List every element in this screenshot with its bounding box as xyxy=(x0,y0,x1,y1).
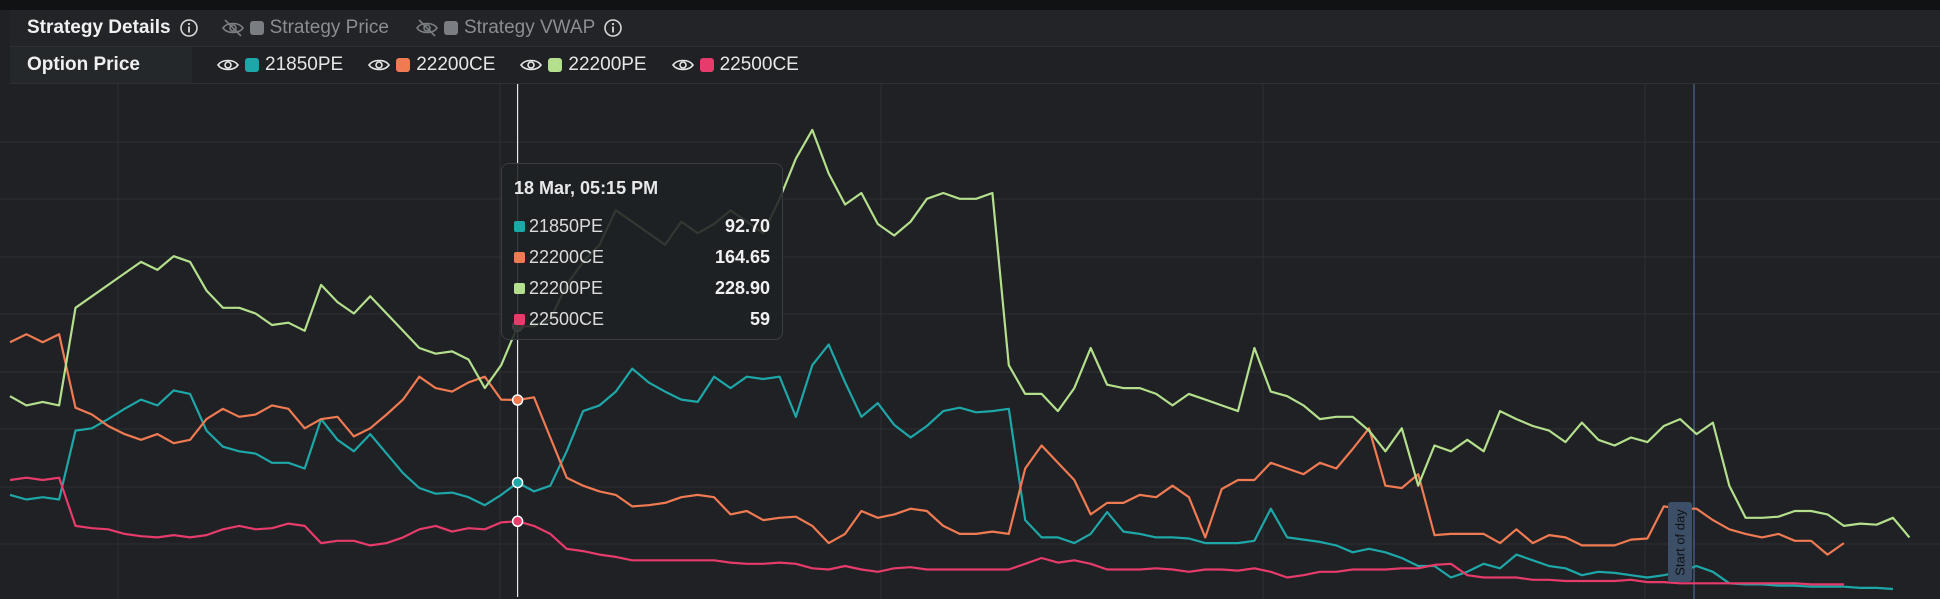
start-of-day-marker: Start of day xyxy=(1668,502,1692,582)
hover-point-22200ce xyxy=(511,394,524,406)
tooltip-series-value: 228.90 xyxy=(714,278,770,298)
tooltip-series-name: 21850PE xyxy=(529,216,604,236)
series-line-22200pe xyxy=(9,128,1911,539)
toggle-strategy-vwap[interactable]: Strategy VWAP xyxy=(415,17,623,39)
start-of-day-label: Start of day xyxy=(1672,508,1688,576)
legend-label: 22200CE xyxy=(416,54,496,75)
strategy-details-header: Strategy Details xyxy=(10,10,207,46)
tooltip-series-value: 59 xyxy=(749,309,770,329)
tooltip-swatch xyxy=(514,283,525,294)
tooltip-row: 22200PE 228.90 xyxy=(514,273,770,304)
tooltip-title: 18 Mar, 05:15 PM xyxy=(514,178,659,198)
tooltip-swatch xyxy=(514,252,525,263)
option-price-chart[interactable] xyxy=(0,84,1940,599)
tooltip-row: 21850PE 92.70 xyxy=(514,211,770,242)
eye-icon[interactable] xyxy=(519,55,543,75)
legend-21850pe[interactable]: 21850PE xyxy=(216,54,343,76)
legend-label: 21850PE xyxy=(265,54,344,75)
info-icon[interactable] xyxy=(603,18,623,38)
tooltip-swatch xyxy=(514,221,525,232)
strategy-price-label: Strategy Price xyxy=(269,17,389,38)
legend-22200ce[interactable]: 22200CE xyxy=(367,54,495,76)
strategy-vwap-label: Strategy VWAP xyxy=(463,17,596,38)
hover-point-21850pe xyxy=(511,476,524,489)
legend-swatch xyxy=(699,58,714,72)
info-icon[interactable] xyxy=(179,18,199,38)
tooltip-series-value: 164.65 xyxy=(714,247,770,267)
option-price-header: Option Price xyxy=(10,47,192,83)
strategy-price-swatch xyxy=(249,21,264,35)
strategy-details-label: Strategy Details xyxy=(27,17,171,38)
top-strip xyxy=(0,0,1940,10)
tooltip-series-name: 22500CE xyxy=(529,309,605,329)
strategy-vwap-swatch xyxy=(443,21,458,35)
tooltip-series-name: 22200PE xyxy=(529,278,604,298)
eye-off-icon[interactable] xyxy=(221,18,245,38)
eye-icon[interactable] xyxy=(671,55,695,75)
series-line-21850pe xyxy=(9,343,1894,591)
legend-22200pe[interactable]: 22200PE xyxy=(519,54,647,76)
tooltip-row: 22200CE 164.65 xyxy=(514,242,770,273)
eye-icon[interactable] xyxy=(367,55,391,75)
legend-swatch xyxy=(396,58,411,72)
option-price-row: Option Price 21850PE 22200CE 22200PE 225… xyxy=(10,47,1940,84)
hover-tooltip: 18 Mar, 05:15 PM 21850PE 92.70 22200CE 1… xyxy=(501,163,783,340)
option-price-label: Option Price xyxy=(27,54,140,75)
hover-point-22500ce xyxy=(511,515,524,528)
series-line-22200ce xyxy=(9,333,1845,556)
tooltip-swatch xyxy=(514,314,525,325)
tooltip-series-name: 22200CE xyxy=(529,247,605,267)
tooltip-row: 22500CE 59 xyxy=(514,304,770,335)
eye-icon[interactable] xyxy=(216,55,240,75)
legend-swatch xyxy=(548,58,563,72)
series-line-22500ce xyxy=(9,476,1844,586)
strategy-details-row: Strategy Details Strategy Price Strategy… xyxy=(10,10,1940,47)
legend-22500ce[interactable]: 22500CE xyxy=(671,54,799,76)
tooltip-series-value: 92.70 xyxy=(724,216,770,236)
toggle-strategy-price[interactable]: Strategy Price xyxy=(221,17,389,39)
legend-label: 22500CE xyxy=(719,54,799,75)
eye-off-icon[interactable] xyxy=(415,18,439,38)
legend-label: 22200PE xyxy=(568,54,647,75)
legend-swatch xyxy=(245,58,259,72)
